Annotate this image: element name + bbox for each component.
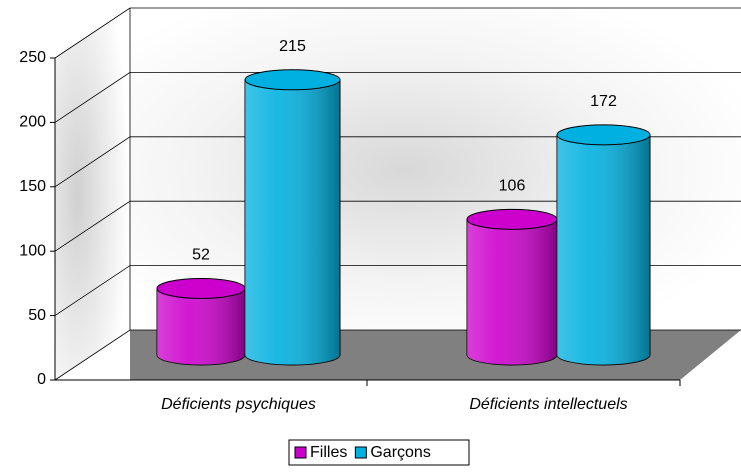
data-label: 172 (590, 93, 617, 110)
y-tick-label: 100 (19, 242, 46, 259)
bar-shade (157, 288, 245, 365)
bar-shade (467, 219, 557, 365)
y-tick-label: 50 (28, 307, 46, 324)
bar (156, 277, 246, 366)
y-tick-label: 200 (19, 114, 46, 131)
data-label: 106 (499, 178, 526, 195)
y-tick-label: 0 (37, 371, 46, 388)
legend-swatch (354, 446, 367, 459)
legend-label: Filles (310, 444, 347, 461)
bar-shade (245, 79, 340, 366)
bar-top (244, 69, 341, 91)
x-tick-label: Déficients intellectuels (469, 396, 627, 413)
bar-top (156, 277, 246, 299)
bar (466, 208, 558, 366)
data-label: 215 (279, 38, 306, 55)
legend-swatch (294, 446, 307, 459)
y-tick-label: 250 (19, 49, 46, 66)
y-tick-label: 150 (19, 178, 46, 195)
side-wall (55, 8, 130, 380)
data-label: 52 (192, 247, 210, 264)
bar-shade (557, 134, 650, 365)
bar-top (466, 208, 558, 230)
bar (244, 69, 341, 366)
x-tick-label: Déficients psychiques (161, 396, 316, 413)
bar-top (556, 124, 651, 146)
legend-label: Garçons (370, 444, 430, 461)
legend (288, 439, 470, 466)
bar (556, 124, 651, 366)
